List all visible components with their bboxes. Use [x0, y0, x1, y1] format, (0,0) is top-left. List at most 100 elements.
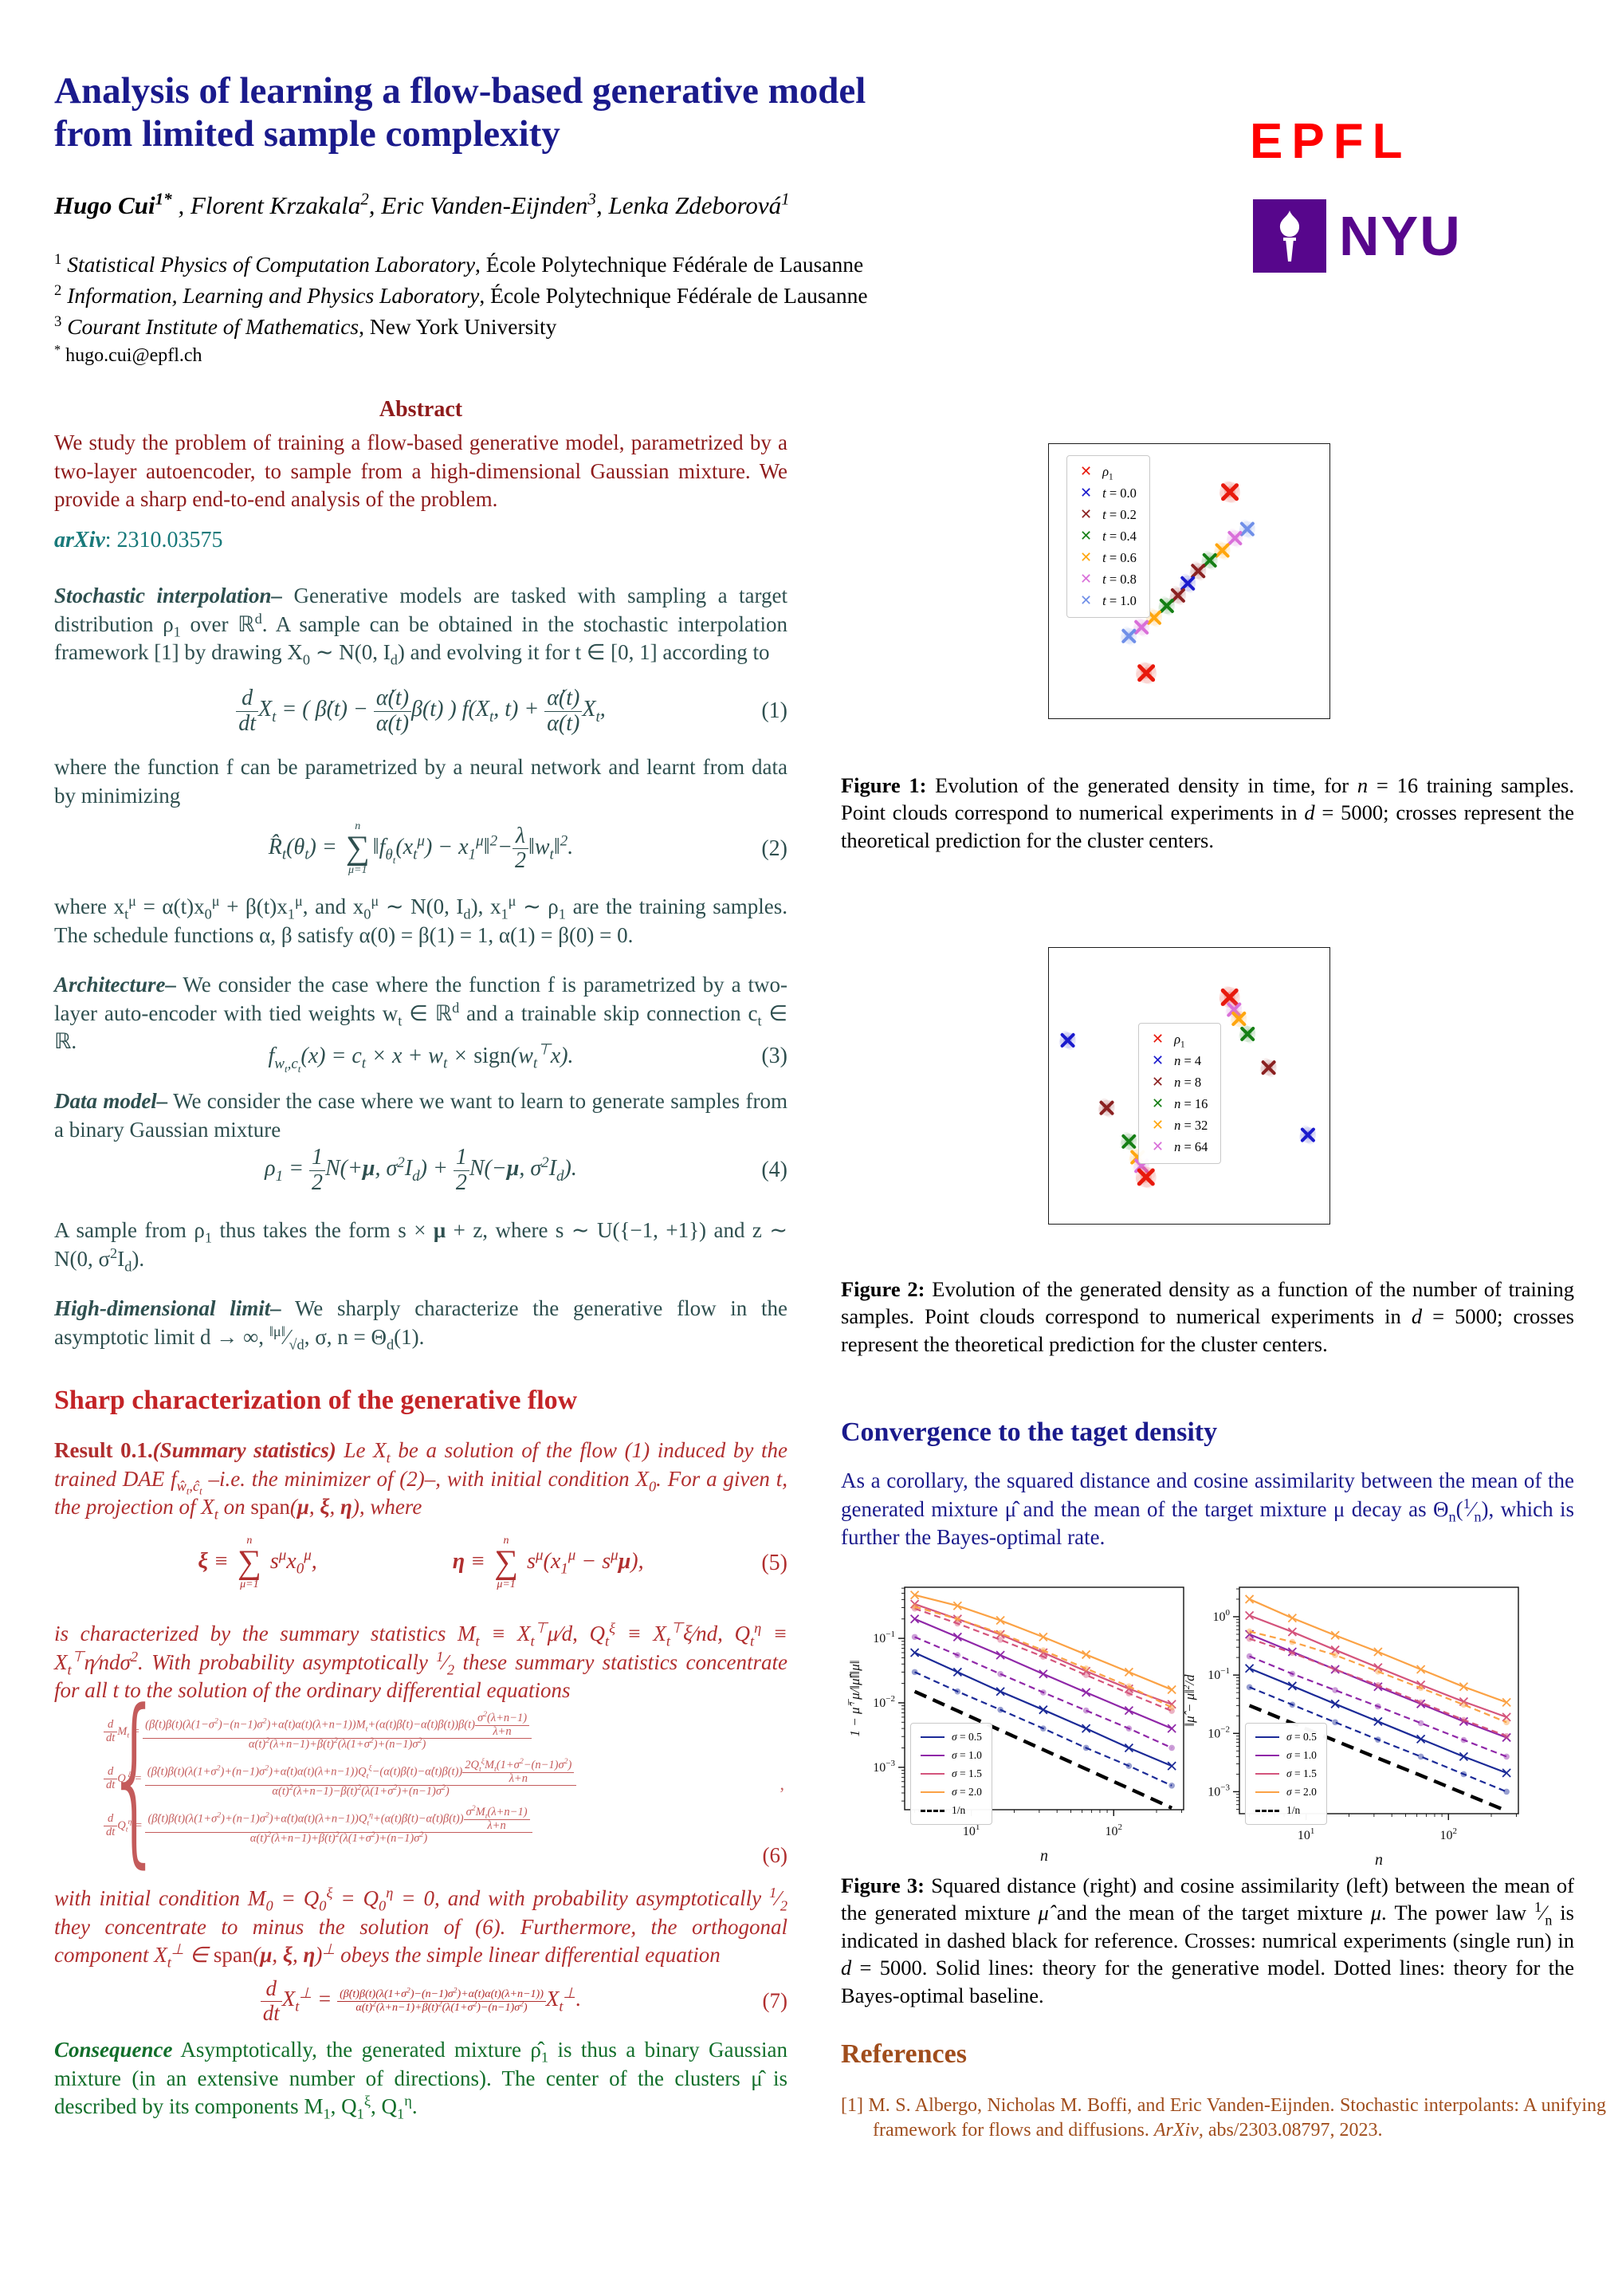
- equation-6-system: { d dt Mt = (β̇(t)β(t)(λ(1−σ2)−(n−1)σ2)+α̇…: [104, 1687, 784, 1870]
- references-heading: References: [841, 2039, 967, 2069]
- para-datamodel: Data model– We consider the case where w…: [54, 1089, 787, 1142]
- para-initial-condition: with initial condition M0 = Q0ξ = Q0η = …: [54, 1885, 787, 1971]
- convergence-heading: Convergence to the taget density: [841, 1417, 1218, 1447]
- system-brace: {: [105, 1672, 164, 1885]
- equation-2: R̂t(θt) = n ∑ μ=1 ‖fθt(xtμ) − x1μ‖2− λ 2 ‖wt‖2…: [268, 820, 787, 877]
- equation-5: ξ ≡ n ∑ μ=1 sμx0μ, η ≡ n ∑ μ=1 sμ(x1μ − sμμ)…: [198, 1535, 787, 1591]
- figure-3-left-plot: 101 102 10−3 10−2 10−1 n 1 − μ̂⊤​μ/‖μ̂‖‖μ‖ σ =…: [845, 1582, 1196, 1869]
- affiliation-3: 3 Courant Institute of Mathematics, New …: [54, 313, 557, 340]
- legend-entry: ✕ n = 32: [1152, 1117, 1208, 1134]
- legend-entry: σ = 1.5: [1255, 1766, 1317, 1782]
- legend-entry: 1/n: [921, 1803, 982, 1818]
- svg-text:102: 102: [1106, 1822, 1123, 1838]
- figure-2-scatter-canvas: [1058, 985, 1316, 1189]
- svg-text:10−3: 10−3: [1208, 1783, 1230, 1799]
- para-convergence: As a corollary, the squared distance and…: [841, 1468, 1575, 1550]
- legend-entry: ✕ n = 8: [1152, 1074, 1202, 1091]
- figure-1-legend: ✕ ρ1 ✕ t = 0.0 ✕ t = 0.2 ✕ t = 0.4 ✕ t = 0.6 ✕ t = …: [1066, 455, 1150, 618]
- figure-3-right-canvas: 101 102 10−3 10−2 10−1 100 n ‖μ̂ − μ‖2​/d: [1182, 1586, 1519, 1869]
- figure-1-plot: ✕ ρ1 ✕ t = 0.0 ✕ t = 0.2 ✕ t = 0.4 ✕ t = 0.6 ✕ t = …: [1048, 443, 1330, 719]
- figure-3-right-plot: 101 102 10−3 10−2 10−1 100 n ‖μ̂ − μ‖2​/d σ = 0…: [1180, 1582, 1562, 1869]
- equation-7: d dt Xt⊥ = (β̇(t)β(t)(λ(1+σ2)−(n−1)σ2)+α̇(…: [54, 1976, 787, 2027]
- legend-entry: σ = 1.0: [1255, 1748, 1317, 1763]
- figure-1-caption: Figure 1: Evolution of the generated den…: [841, 773, 1574, 852]
- arxiv-id: : 2310.03575: [104, 528, 223, 552]
- sharp-section-heading: Sharp characterization of the generative…: [54, 1386, 578, 1415]
- legend-entry: σ = 2.0: [921, 1784, 982, 1800]
- para-sample: A sample from ρ1 thus takes the form s ×…: [54, 1218, 787, 1275]
- para-characterized: is characterized by the summary statisti…: [54, 1620, 787, 1703]
- legend-entry: σ = 0.5: [921, 1729, 982, 1745]
- nyu-torch-icon: [1253, 199, 1326, 273]
- equation-6-number: (6): [762, 1843, 787, 1867]
- ode-Qeta: d dt Qtη = (β̇(t)β(t)(λ(1+σ2)+(n−1)σ2)+α̇(…: [104, 1805, 773, 1846]
- legend-entry: ✕ t = 0.0: [1080, 485, 1137, 501]
- reference-item-1: [1] M. S. Albergo, Nicholas M. Boffi, an…: [841, 2095, 1606, 2141]
- abstract-heading: Abstract: [379, 397, 463, 422]
- svg-text:101: 101: [963, 1822, 980, 1838]
- para-where-f: where the function f can be parametrized…: [54, 755, 787, 808]
- legend-entry: ✕ t = 1.0: [1080, 592, 1137, 609]
- figure-3-left-legend: σ = 0.5 σ = 1.0 σ = 1.5 σ = 2.0 1/n: [910, 1723, 992, 1825]
- svg-text:1 − μ̂⊤​μ/‖μ̂‖‖μ‖: 1 − μ̂⊤​μ/‖μ̂‖‖μ‖: [847, 1660, 862, 1736]
- authors-rest: , Florent Krzakala2, Eric Vanden-Eijnden…: [171, 189, 790, 219]
- legend-entry: ✕ t = 0.8: [1080, 571, 1137, 588]
- arxiv-line: arXiv: 2310.03575: [54, 528, 223, 553]
- para-where-x: where xtμ = α(t)x0μ + β(t)x1μ, and x0μ ∼…: [54, 893, 788, 947]
- legend-entry: ✕ t = 0.4: [1080, 528, 1137, 545]
- equation-4: ρ1 = 1 2 N(+μ, σ2Id) + 1 2 N(−μ, σ2Id). (4): [265, 1145, 787, 1195]
- affiliation-2: 2 Information, Learning and Physics Labo…: [54, 281, 868, 309]
- svg-text:n: n: [1040, 1847, 1048, 1865]
- legend-entry: σ = 1.0: [921, 1748, 982, 1763]
- para-consequence: Consequence Asymptotically, the generate…: [54, 2038, 787, 2122]
- nyu-logo: NYU: [1253, 199, 1462, 273]
- figure-1-scatter-canvas: [1120, 481, 1255, 685]
- nyu-wordmark: NYU: [1339, 205, 1462, 267]
- authors: Hugo Cui1* , Florent Krzakala2, Eric Van…: [54, 191, 790, 220]
- svg-text:10−1: 10−1: [873, 1630, 895, 1645]
- para-hdlimit: High-dimensional limit– We sharply chara…: [54, 1296, 787, 1353]
- legend-entry: ✕ n = 4: [1152, 1052, 1202, 1069]
- svg-text:10−2: 10−2: [1208, 1724, 1230, 1740]
- figure-2-caption: Figure 2: Evolution of the generated den…: [841, 1277, 1574, 1356]
- figure-3-caption: Figure 3: Squared distance (right) and c…: [841, 1873, 1574, 2007]
- title-line-1: Analysis of learning a flow-based genera…: [54, 70, 866, 112]
- svg-text:10−2: 10−2: [873, 1694, 895, 1710]
- abstract-text: We study the problem of training a flow-…: [54, 431, 787, 512]
- legend-entry: ✕ ρ1: [1080, 463, 1113, 482]
- author-lead: Hugo Cui1*: [54, 189, 172, 219]
- figure-2-legend: ✕ ρ1 ✕ n = 4 ✕ n = 8 ✕ n = 16 ✕ n = 32 ✕ n = 64: [1138, 1023, 1222, 1164]
- ode-M: d dt Mt = (β̇(t)β(t)(λ(1−σ2)−(n−1)σ2)+α̇(t…: [104, 1711, 773, 1751]
- svg-text:‖μ̂ − μ‖2​/d: ‖μ̂ − μ‖2​/d: [1182, 1674, 1197, 1727]
- figure-3: 101 102 10−3 10−2 10−1 n 1 − μ̂⊤​μ/‖μ̂‖‖μ‖ σ =…: [845, 1582, 1562, 1869]
- title-line-2: from limited sample complexity: [54, 112, 560, 155]
- affiliations: 1 Statistical Physics of Computation Lab…: [54, 249, 868, 369]
- legend-entry: 1/n: [1255, 1803, 1317, 1818]
- ode-Qxi: d dt Qtξ = (β̇(t)β(t)(λ(1+σ2)+(n−1)σ2)+α̇(…: [104, 1758, 773, 1799]
- figure-2-plot: ✕ ρ1 ✕ n = 4 ✕ n = 8 ✕ n = 16 ✕ n = 32 ✕ n = 64: [1048, 947, 1330, 1225]
- legend-entry: ✕ t = 0.2: [1080, 506, 1137, 523]
- svg-text:10−3: 10−3: [873, 1759, 895, 1775]
- para-stochastic: Stochastic interpolation– Generative mod…: [54, 584, 788, 668]
- svg-text:101: 101: [1298, 1826, 1315, 1842]
- svg-text:102: 102: [1440, 1826, 1458, 1842]
- legend-entry: ✕ t = 0.6: [1080, 549, 1137, 566]
- legend-entry: ✕ n = 16: [1152, 1095, 1208, 1112]
- contact-email: * hugo.cui@epfl.ch: [54, 342, 202, 367]
- para-architecture: Architecture– We consider the case where…: [54, 973, 787, 1054]
- svg-text:n: n: [1375, 1851, 1383, 1869]
- figure-3-left-canvas: 101 102 10−3 10−2 10−1 n 1 − μ̂⊤​μ/‖μ̂‖‖μ‖: [847, 1586, 1184, 1865]
- svg-text:10−1: 10−1: [1208, 1666, 1230, 1682]
- equation-1: d dt Xt = ( β̇(t) − α̇(t) α(t) β(t) ) f(Xt, …: [54, 679, 787, 743]
- arxiv-label: arXiv: [54, 528, 105, 552]
- svg-text:100: 100: [1213, 1608, 1231, 1624]
- legend-entry: σ = 0.5: [1255, 1729, 1317, 1745]
- para-result: Result 0.1.(Summary statistics) Le Xt be…: [54, 1438, 788, 1523]
- affiliation-1: 1 Statistical Physics of Computation Lab…: [54, 250, 864, 277]
- epfl-logo: EPFL: [1250, 114, 1412, 169]
- legend-entry: σ = 2.0: [1255, 1784, 1317, 1800]
- legend-entry: ✕ n = 64: [1152, 1138, 1208, 1155]
- equation-3: fwt,ct(x) = ct × x + wt × sign(wt⊤x). (3…: [268, 1041, 787, 1075]
- figure-3-right-legend: σ = 0.5 σ = 1.0 σ = 1.5 σ = 2.0 1/n: [1245, 1723, 1327, 1825]
